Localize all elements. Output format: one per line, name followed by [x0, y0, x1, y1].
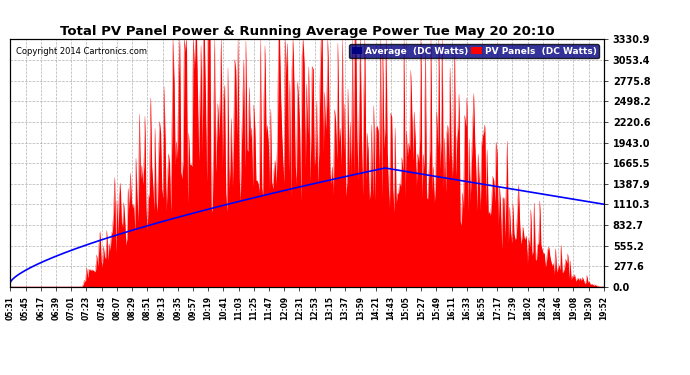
Title: Total PV Panel Power & Running Average Power Tue May 20 20:10: Total PV Panel Power & Running Average P…: [60, 25, 554, 38]
Text: Copyright 2014 Cartronics.com: Copyright 2014 Cartronics.com: [17, 47, 147, 56]
Legend: Average  (DC Watts), PV Panels  (DC Watts): Average (DC Watts), PV Panels (DC Watts): [349, 44, 599, 58]
